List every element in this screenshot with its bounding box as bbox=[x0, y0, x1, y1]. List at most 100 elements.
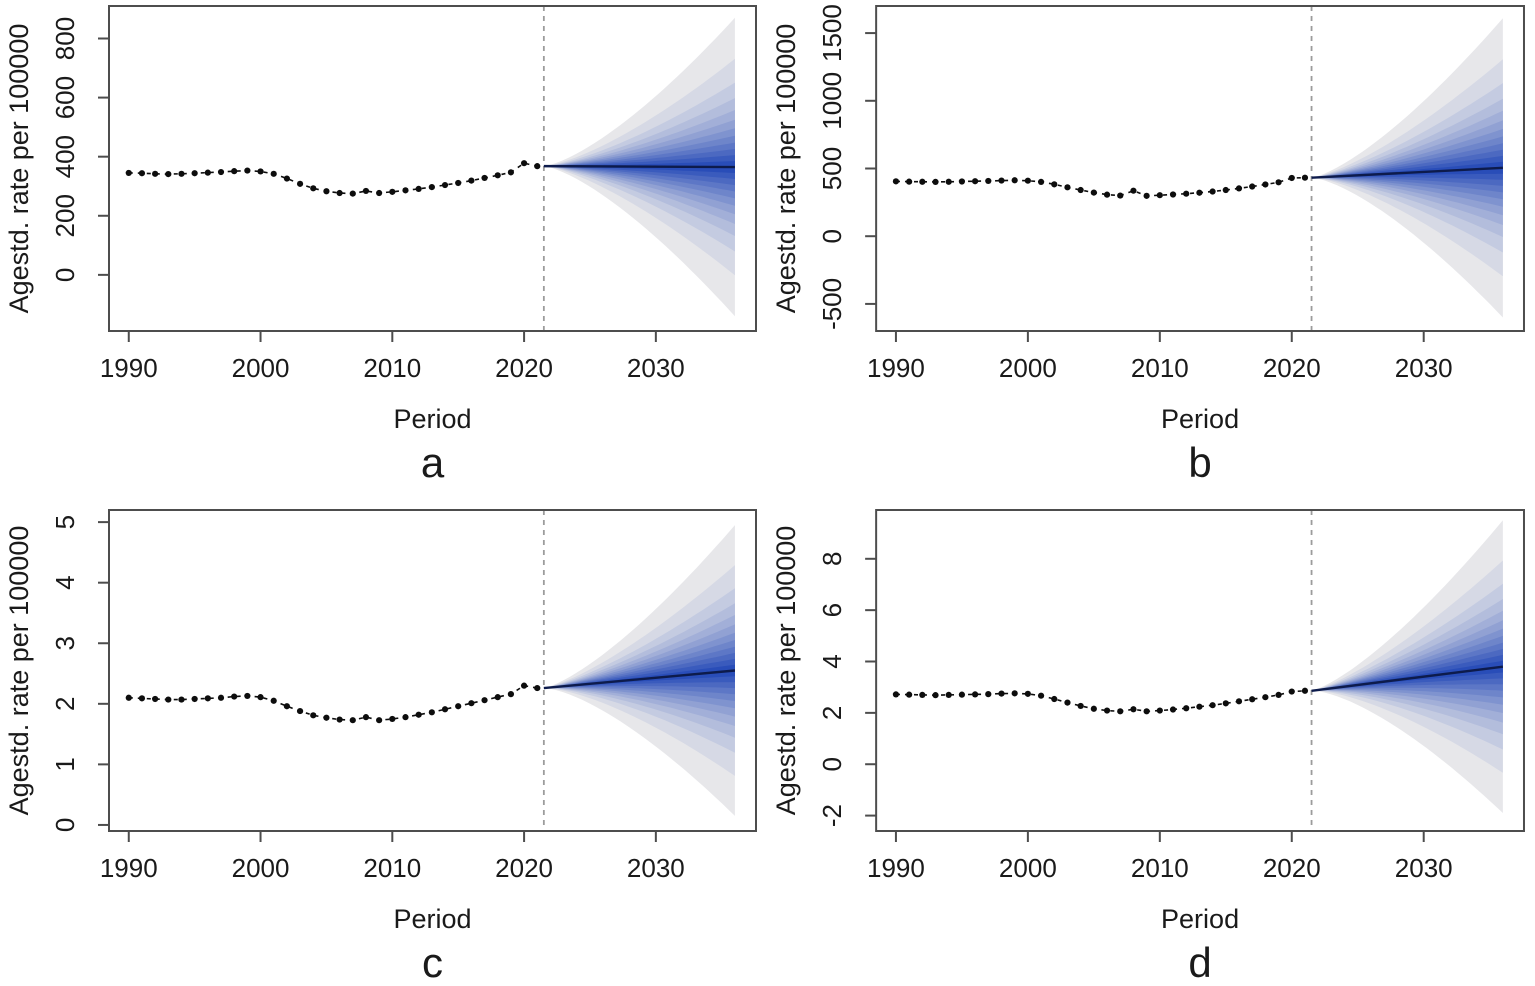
observed-point bbox=[1235, 185, 1243, 192]
observed-point bbox=[323, 714, 330, 721]
observed-point bbox=[1064, 699, 1071, 706]
observed-point bbox=[257, 168, 264, 175]
observed-point bbox=[481, 174, 488, 182]
observed-point bbox=[231, 693, 238, 700]
x-tick-label: 2030 bbox=[1395, 353, 1453, 383]
x-tick-label: 2000 bbox=[232, 853, 290, 883]
observed-point bbox=[520, 160, 528, 167]
observed-point bbox=[945, 178, 952, 185]
observed-point bbox=[1196, 189, 1203, 196]
x-tick-label: 2020 bbox=[1263, 353, 1321, 383]
y-tick-label: -2 bbox=[817, 804, 847, 827]
observed-point bbox=[1130, 706, 1137, 713]
observed-point bbox=[428, 709, 435, 716]
observed-point bbox=[441, 706, 449, 713]
y-tick-label: 1000 bbox=[817, 72, 847, 130]
credible-band bbox=[543, 664, 735, 689]
observed-point bbox=[1288, 688, 1295, 695]
observed-point bbox=[1024, 177, 1031, 184]
x-tick-label: 2020 bbox=[495, 353, 553, 383]
observed-point bbox=[165, 696, 172, 703]
y-tick-label: 0 bbox=[817, 757, 847, 771]
observed-point bbox=[1130, 187, 1137, 194]
prediction-fan bbox=[543, 525, 735, 816]
observed-point bbox=[958, 178, 966, 185]
y-tick-label: 0 bbox=[50, 268, 80, 282]
observed-point bbox=[138, 170, 146, 177]
observed-point bbox=[244, 167, 251, 174]
x-tick-label: 1990 bbox=[100, 853, 158, 883]
observed-point bbox=[1222, 186, 1229, 194]
observed-point bbox=[178, 170, 185, 177]
observed-point bbox=[191, 695, 198, 703]
observed-point bbox=[1222, 700, 1229, 707]
observed-point bbox=[415, 711, 422, 718]
observed-point bbox=[998, 690, 1005, 697]
y-tick-label: 8 bbox=[817, 552, 847, 566]
projection-median-line bbox=[543, 669, 736, 690]
x-tick-label: 2020 bbox=[1263, 853, 1321, 883]
panel-c-chart: 1990 2000 2010 2020 2030 0 1 2 3 4 5 Agestd. rate p… bbox=[4, 509, 757, 986]
observed-point bbox=[1249, 696, 1256, 703]
observed-point bbox=[217, 168, 225, 176]
observed-point bbox=[310, 185, 317, 192]
panel-caption: b bbox=[1188, 439, 1211, 486]
credible-band bbox=[1311, 660, 1503, 691]
observed-point bbox=[125, 169, 132, 177]
observed-point bbox=[441, 181, 449, 189]
observed-point bbox=[1103, 707, 1111, 714]
observed-point bbox=[520, 682, 528, 689]
y-tick-label: 500 bbox=[817, 147, 847, 190]
x-axis-title: Period bbox=[393, 404, 471, 434]
observed-line bbox=[128, 162, 538, 195]
x-tick-label: 2010 bbox=[1131, 353, 1189, 383]
y-tick-label: 600 bbox=[50, 76, 80, 119]
panel-caption: a bbox=[421, 439, 445, 486]
prediction-fan bbox=[1311, 18, 1503, 318]
y-tick-label: 0 bbox=[50, 818, 80, 832]
panel-b-chart: 1990 2000 2010 2020 2030 -500 0 500 1000 1500 Ages… bbox=[771, 4, 1525, 486]
panel-c: 1990 2000 2010 2020 2030 0 1 2 3 4 5 Agestd. rate p… bbox=[0, 493, 767, 986]
observed-point bbox=[1090, 189, 1097, 196]
observed-point bbox=[270, 170, 277, 177]
observed-point bbox=[349, 717, 356, 724]
plot-box bbox=[108, 509, 757, 832]
x-tick-label: 1990 bbox=[100, 353, 158, 383]
observed-point bbox=[945, 691, 952, 698]
y-tick-label: 1500 bbox=[817, 4, 847, 62]
observed-point bbox=[376, 189, 383, 197]
observed-point bbox=[1169, 191, 1177, 198]
x-tick-label: 2020 bbox=[495, 853, 553, 883]
observed-point bbox=[1169, 706, 1177, 713]
observed-point bbox=[362, 714, 370, 721]
observed-point bbox=[919, 691, 926, 698]
x-tick-label: 2000 bbox=[232, 353, 290, 383]
x-tick-label: 2000 bbox=[999, 853, 1057, 883]
observed-point bbox=[971, 691, 979, 698]
y-tick-label: 4 bbox=[50, 575, 80, 589]
x-tick-label: 2010 bbox=[363, 353, 421, 383]
observed-point bbox=[507, 169, 515, 176]
observed-point bbox=[1275, 179, 1282, 186]
observed-point bbox=[494, 172, 501, 179]
observed-point bbox=[428, 184, 435, 191]
credible-band bbox=[543, 658, 735, 689]
x-axis-title: Period bbox=[393, 904, 471, 934]
observed-point bbox=[958, 691, 966, 698]
x-tick-label: 2030 bbox=[627, 853, 685, 883]
observed-point bbox=[1117, 192, 1124, 199]
observed-point bbox=[376, 717, 383, 724]
panel-d-chart: 1990 2000 2010 2020 2030 -2 0 2 4 6 8 Agestd. rate … bbox=[771, 509, 1525, 986]
observed-point bbox=[481, 697, 488, 704]
x-tick-label: 1990 bbox=[867, 853, 925, 883]
y-axis-title: Agestd. rate per 100000 bbox=[4, 526, 34, 816]
observed-points bbox=[892, 687, 1309, 715]
observed-point bbox=[1064, 184, 1071, 191]
observed-points bbox=[125, 160, 541, 197]
observed-point bbox=[323, 188, 330, 195]
y-tick-label: 1 bbox=[50, 757, 80, 771]
x-tick-label: 2010 bbox=[1131, 853, 1189, 883]
observed-point bbox=[455, 179, 462, 187]
observed-point bbox=[1183, 190, 1190, 197]
